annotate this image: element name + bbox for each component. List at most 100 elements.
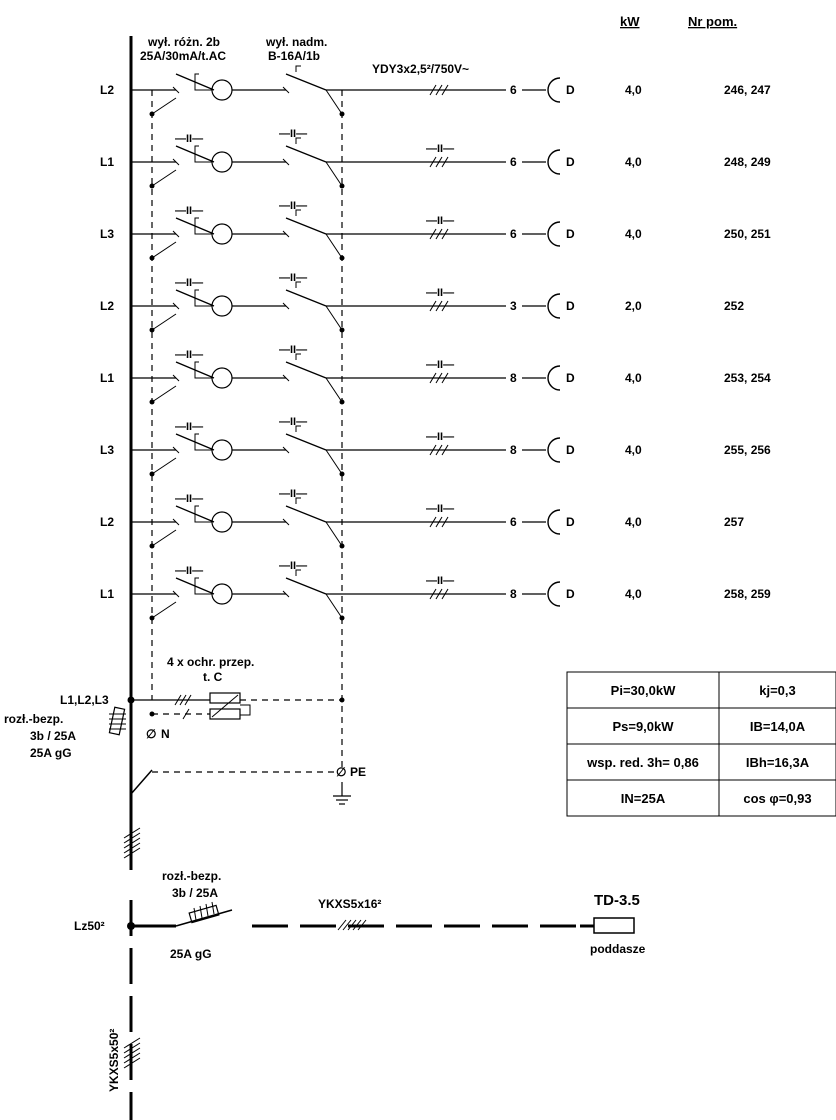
socket-symbol: D xyxy=(566,299,575,313)
target-board-label: TD-3.5 xyxy=(594,892,640,909)
neutral-branch xyxy=(151,169,177,187)
riser-ticks xyxy=(123,1037,141,1069)
mcb-thermal-icon xyxy=(295,65,301,72)
pe-branch xyxy=(325,89,343,115)
circuit-row: L1 8 D 4,0 258, 259 —II— —II— —II— xyxy=(100,560,771,621)
target-location-label: poddasze xyxy=(590,942,646,956)
phase-label: L2 xyxy=(100,515,114,529)
mcb-thermal-icon xyxy=(295,497,301,504)
pe-branch xyxy=(325,377,343,403)
mcb-thermal-icon xyxy=(295,425,301,432)
surge-phases-label: L1,L2,L3 xyxy=(60,693,109,707)
feeder-switch-label-2: 3b / 25A xyxy=(172,886,218,900)
pe-branch xyxy=(325,161,343,187)
same-marker-cable: —II— xyxy=(426,215,454,227)
rcd-toroid-icon xyxy=(211,439,233,461)
cable-label: YDY3x2,5²/750V~ xyxy=(372,62,469,76)
socket-symbol: D xyxy=(566,587,575,601)
neutral-symbol: ∅ xyxy=(146,727,156,741)
circuit-kw: 4,0 xyxy=(625,227,642,241)
same-marker-cable: —II— xyxy=(426,503,454,515)
mcb-contact-tick xyxy=(282,374,290,382)
cable-tick xyxy=(435,588,443,600)
circuit-rooms: 257 xyxy=(724,515,744,529)
summary-cell-text: Ps=9,0kW xyxy=(612,719,674,734)
feeder-source-label: Lz50² xyxy=(74,919,105,933)
rcd-contact-tick xyxy=(172,518,180,526)
mcb-thermal-icon xyxy=(295,569,301,576)
rcd-contact-tick xyxy=(172,86,180,94)
socket-icon xyxy=(547,293,561,319)
summary-cell-border xyxy=(566,671,720,709)
feeder-cable-ticks xyxy=(337,919,367,931)
cable-tick xyxy=(435,156,443,168)
neutral-branch xyxy=(151,313,177,331)
socket-icon xyxy=(547,509,561,535)
surge-arrester-n-icon xyxy=(209,708,241,720)
main-switch-fuse-icon xyxy=(108,706,126,736)
summary-cell-border xyxy=(566,743,720,781)
cable-tick xyxy=(435,516,443,528)
circuit-count: 6 xyxy=(510,155,517,169)
rcd-trip-link xyxy=(194,433,212,451)
circuit-kw: 4,0 xyxy=(625,515,642,529)
phase-label: L2 xyxy=(100,83,114,97)
junction-dot-surge-pe xyxy=(339,697,345,703)
same-marker-rcd: —II— xyxy=(175,493,203,505)
summary-cell-text: wsp. red. 3h= 0,86 xyxy=(586,755,699,770)
socket-icon xyxy=(547,221,561,247)
cable-tick xyxy=(435,84,443,96)
rcd-toroid-icon xyxy=(211,367,233,389)
mcb-switch-blade xyxy=(285,73,327,91)
same-marker-cable: —II— xyxy=(426,575,454,587)
cable-tick xyxy=(441,84,449,96)
mcb-thermal-icon xyxy=(295,209,301,216)
phase-label: L3 xyxy=(100,443,114,457)
cable-tick xyxy=(429,444,437,456)
surge-arrester-bar xyxy=(211,694,239,718)
cable-tick xyxy=(429,372,437,384)
mcb-thermal-icon xyxy=(295,281,301,288)
cable-tick xyxy=(441,444,449,456)
pe-branch xyxy=(325,233,343,259)
cable-tick xyxy=(429,156,437,168)
junction-dot-neutral xyxy=(149,471,155,477)
feeder-switch-blade xyxy=(175,909,233,927)
socket-symbol: D xyxy=(566,155,575,169)
socket-symbol: D xyxy=(566,227,575,241)
circuit-row: L3 6 D 4,0 250, 251 —II— —II— —II— xyxy=(100,200,771,261)
cable-tick xyxy=(435,444,443,456)
target-board-icon xyxy=(593,917,635,934)
ground-icon xyxy=(333,782,351,805)
mcb-thermal-icon xyxy=(295,137,301,144)
circuits-group: L2 6 D 4,0 246, 247 L1 6 D 4,0 248, 249 —II— —II— —I… xyxy=(100,65,771,621)
socket-icon xyxy=(547,77,561,103)
rcd-contact-tick xyxy=(172,446,180,454)
cable-tick xyxy=(429,84,437,96)
same-marker-rcd: —II— xyxy=(175,277,203,289)
cable-tick xyxy=(441,300,449,312)
socket-icon xyxy=(547,581,561,607)
mcb-switch-blade xyxy=(285,289,327,307)
mcb-switch-blade xyxy=(285,577,327,595)
surge-tick-n xyxy=(182,708,190,720)
rcd-contact-tick xyxy=(172,590,180,598)
cable-tick xyxy=(429,228,437,240)
same-marker-mcb: —II— xyxy=(279,560,307,572)
circuit-rooms: 253, 254 xyxy=(724,371,771,385)
cable-tick xyxy=(435,300,443,312)
rcd-toroid-icon xyxy=(211,151,233,173)
same-marker-rcd: —II— xyxy=(175,565,203,577)
socket-symbol: D xyxy=(566,515,575,529)
circuit-row: L2 6 D 4,0 246, 247 xyxy=(100,65,771,117)
summary-cell-text: IN=25A xyxy=(621,791,666,806)
circuit-count: 6 xyxy=(510,227,517,241)
circuit-rooms: 248, 249 xyxy=(724,155,771,169)
phase-label: L2 xyxy=(100,299,114,313)
cable-tick xyxy=(435,228,443,240)
rcd-toroid-icon xyxy=(211,295,233,317)
circuit-count: 8 xyxy=(510,371,517,385)
surge-arrester-icon xyxy=(209,692,241,704)
neutral-branch xyxy=(151,241,177,259)
